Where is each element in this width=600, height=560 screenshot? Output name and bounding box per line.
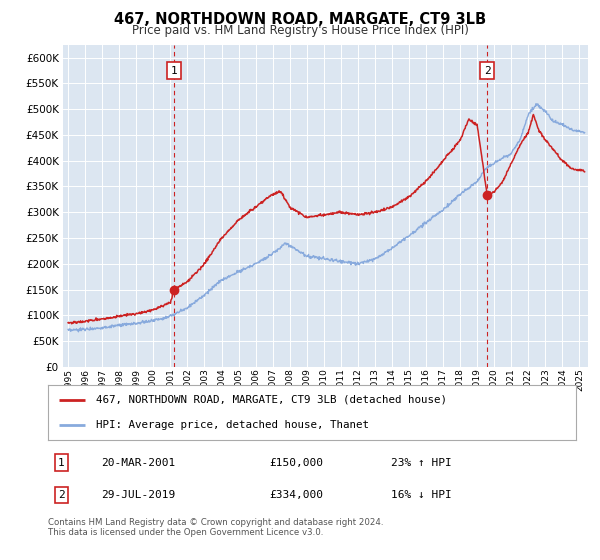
Text: Price paid vs. HM Land Registry's House Price Index (HPI): Price paid vs. HM Land Registry's House …	[131, 24, 469, 36]
Text: 1: 1	[171, 66, 178, 76]
Text: Contains HM Land Registry data © Crown copyright and database right 2024.
This d: Contains HM Land Registry data © Crown c…	[48, 518, 383, 538]
Text: 467, NORTHDOWN ROAD, MARGATE, CT9 3LB: 467, NORTHDOWN ROAD, MARGATE, CT9 3LB	[114, 12, 486, 27]
Text: 2: 2	[58, 491, 65, 500]
Text: HPI: Average price, detached house, Thanet: HPI: Average price, detached house, Than…	[95, 420, 368, 430]
Text: £150,000: £150,000	[270, 458, 324, 468]
Text: £334,000: £334,000	[270, 491, 324, 500]
Text: 1: 1	[58, 458, 65, 468]
Text: 467, NORTHDOWN ROAD, MARGATE, CT9 3LB (detached house): 467, NORTHDOWN ROAD, MARGATE, CT9 3LB (d…	[95, 395, 446, 404]
Text: 20-MAR-2001: 20-MAR-2001	[101, 458, 175, 468]
Text: 23% ↑ HPI: 23% ↑ HPI	[391, 458, 452, 468]
Text: 16% ↓ HPI: 16% ↓ HPI	[391, 491, 452, 500]
Text: 29-JUL-2019: 29-JUL-2019	[101, 491, 175, 500]
Text: 2: 2	[484, 66, 490, 76]
